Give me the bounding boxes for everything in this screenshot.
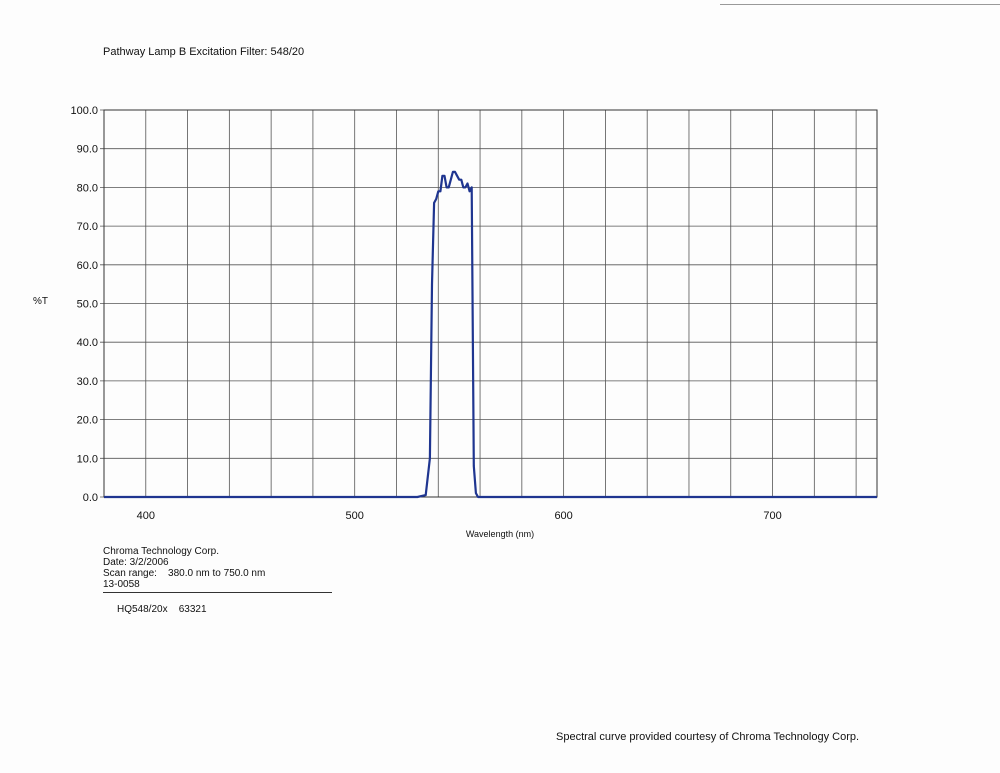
y-tick-label: 60.0 bbox=[77, 260, 98, 272]
x-tick-label: 600 bbox=[554, 510, 572, 522]
credit-line: Spectral curve provided courtesy of Chro… bbox=[556, 731, 860, 743]
scan-range: Scan range: 380.0 nm to 750.0 nm bbox=[103, 568, 266, 579]
model-number: HQ548/20x 63321 bbox=[117, 604, 207, 615]
y-tick-label: 10.0 bbox=[77, 453, 98, 465]
y-tick-label: 100.0 bbox=[70, 105, 98, 117]
y-tick-label: 0.0 bbox=[83, 492, 98, 504]
y-tick-label: 30.0 bbox=[77, 376, 98, 388]
y-tick-label: 40.0 bbox=[77, 337, 98, 349]
y-axis-label: %T bbox=[33, 296, 48, 307]
info-divider bbox=[103, 592, 332, 593]
transmission-curve bbox=[104, 170, 877, 499]
y-tick-label: 20.0 bbox=[77, 415, 98, 427]
x-axis-label: Wavelength (nm) bbox=[465, 529, 535, 539]
scan-code: 13-0058 bbox=[103, 579, 140, 590]
company-name: Chroma Technology Corp. bbox=[103, 546, 219, 557]
x-tick-label: 700 bbox=[763, 510, 781, 522]
y-tick-label: 90.0 bbox=[77, 144, 98, 156]
chart-grid bbox=[100, 109, 878, 498]
y-tick-label: 80.0 bbox=[77, 182, 98, 194]
scan-info: Chroma Technology Corp. Date: 3/2/2006 S… bbox=[103, 546, 265, 590]
y-tick-label: 70.0 bbox=[77, 221, 98, 233]
scan-date: Date: 3/2/2006 bbox=[103, 557, 169, 568]
chart-tick-labels: 0.0 10.0 20.0 30.0 40.0 50.0 60.0 70.0 80.0 90.0 1… bbox=[70, 105, 781, 522]
x-tick-label: 400 bbox=[137, 510, 155, 522]
chart-title: Pathway Lamp B Excitation Filter: 548/20 bbox=[103, 46, 305, 58]
y-tick-label: 50.0 bbox=[77, 299, 98, 311]
x-tick-label: 500 bbox=[346, 510, 364, 522]
top-rule bbox=[720, 4, 1000, 5]
